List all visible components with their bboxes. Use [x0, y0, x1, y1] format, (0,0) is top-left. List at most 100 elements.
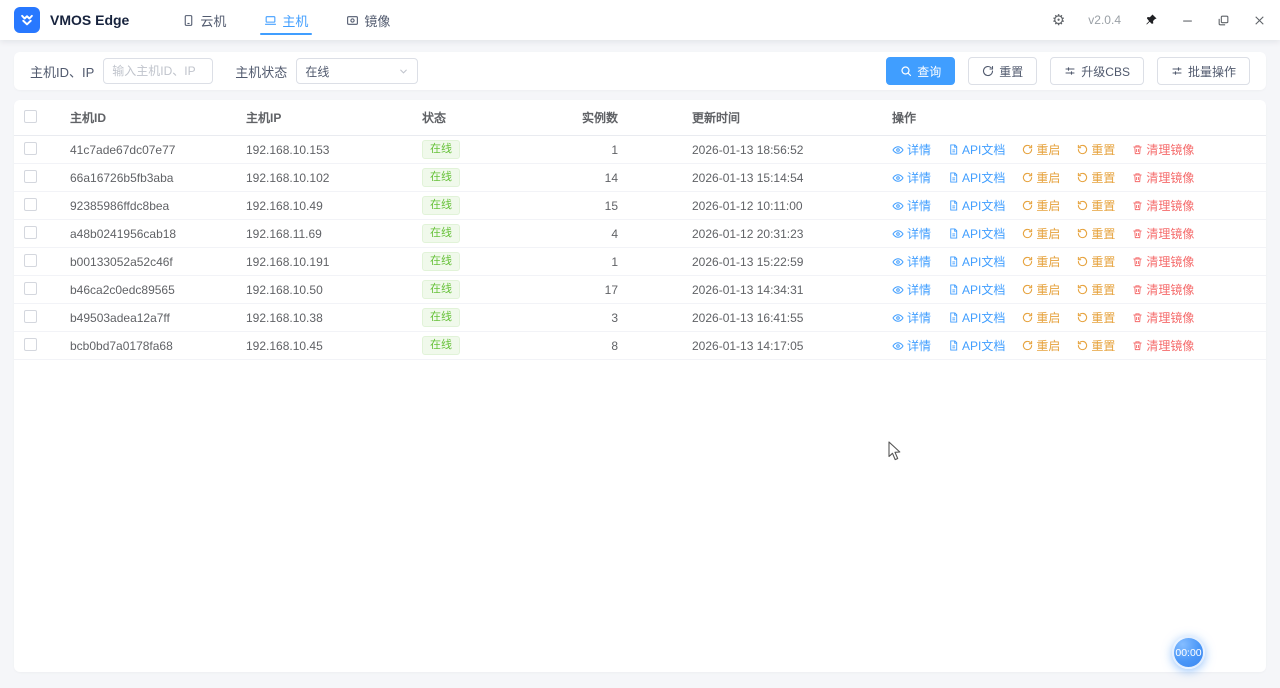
detail-link[interactable]: 详情 — [892, 281, 931, 298]
pin-icon[interactable] — [1144, 13, 1158, 27]
restart-icon — [1022, 312, 1033, 323]
host-icon — [264, 14, 277, 27]
restart-link[interactable]: 重启 — [1022, 281, 1060, 298]
updated-time-cell: 2026-01-13 15:22:59 — [692, 254, 804, 269]
reset-icon — [1077, 284, 1088, 295]
row-checkbox[interactable] — [24, 197, 37, 211]
updated-time-cell: 2026-01-12 20:31:23 — [692, 226, 804, 241]
row-checkbox[interactable] — [24, 141, 37, 155]
reset-link[interactable]: 重置 — [1077, 197, 1115, 214]
restart-icon — [1022, 256, 1033, 267]
status-badge: 在线 — [422, 223, 460, 244]
trash-icon — [1132, 284, 1143, 295]
updated-time-cell: 2026-01-13 18:56:52 — [692, 142, 804, 157]
detail-link[interactable]: 详情 — [892, 169, 931, 186]
instance-count-cell: 17 — [604, 282, 618, 297]
clean-image-link[interactable]: 清理镜像 — [1132, 169, 1194, 186]
restart-link[interactable]: 重启 — [1022, 253, 1060, 270]
status-badge: 在线 — [422, 167, 460, 188]
tab-host[interactable]: 主机 — [258, 0, 314, 40]
restart-link[interactable]: 重启 — [1022, 141, 1060, 158]
row-checkbox[interactable] — [24, 281, 37, 295]
row-checkbox[interactable] — [24, 337, 37, 351]
col-actions: 操作 — [892, 111, 917, 125]
host-ip-cell: 192.168.10.191 — [246, 254, 330, 269]
restart-link[interactable]: 重启 — [1022, 169, 1060, 186]
detail-link[interactable]: 详情 — [892, 309, 931, 326]
instance-count-cell: 3 — [611, 310, 618, 325]
col-instances: 实例数 — [581, 111, 618, 125]
reset-icon — [1077, 312, 1088, 323]
search-button[interactable]: 查询 — [886, 57, 956, 85]
document-icon — [948, 340, 959, 351]
reset-link[interactable]: 重置 — [1077, 169, 1115, 186]
reset-link[interactable]: 重置 — [1077, 225, 1115, 242]
status-badge: 在线 — [422, 251, 460, 272]
reset-link[interactable]: 重置 — [1077, 309, 1115, 326]
trash-icon — [1132, 228, 1143, 239]
tab-cloud-machine[interactable]: 云机 — [176, 0, 232, 40]
row-checkbox[interactable] — [24, 169, 37, 183]
api-doc-link[interactable]: API文档 — [948, 309, 1005, 326]
restart-link[interactable]: 重启 — [1022, 225, 1060, 242]
tab-image[interactable]: 镜像 — [340, 0, 396, 40]
host-id-cell: a48b0241956cab18 — [70, 226, 177, 241]
screen-time-bubble[interactable]: 00:00 — [1172, 636, 1205, 669]
detail-link[interactable]: 详情 — [892, 225, 931, 242]
api-doc-link[interactable]: API文档 — [948, 253, 1005, 270]
row-checkbox[interactable] — [24, 309, 37, 323]
detail-link[interactable]: 详情 — [892, 337, 931, 354]
minimize-icon[interactable] — [1181, 14, 1194, 27]
host-id-cell: 92385986ffdc8bea — [70, 198, 170, 213]
eye-icon — [892, 144, 904, 156]
clean-image-link[interactable]: 清理镜像 — [1132, 197, 1194, 214]
detail-link[interactable]: 详情 — [892, 253, 931, 270]
api-doc-link[interactable]: API文档 — [948, 337, 1005, 354]
reset-link[interactable]: 重置 — [1077, 253, 1115, 270]
clean-image-link[interactable]: 清理镜像 — [1132, 309, 1194, 326]
eye-icon — [892, 340, 904, 352]
api-doc-link[interactable]: API文档 — [948, 169, 1005, 186]
restart-link[interactable]: 重启 — [1022, 309, 1060, 326]
reset-link[interactable]: 重置 — [1077, 281, 1115, 298]
host-ip-cell: 192.168.10.49 — [246, 198, 323, 213]
restart-icon — [1022, 172, 1033, 183]
upgrade-cbs-button[interactable]: 升级CBS — [1050, 57, 1144, 85]
row-checkbox[interactable] — [24, 253, 37, 267]
reset-link[interactable]: 重置 — [1077, 337, 1115, 354]
refresh-icon — [982, 65, 994, 77]
document-icon — [948, 228, 959, 239]
settings-gear-icon[interactable]: ⚙ — [1051, 11, 1066, 29]
reset-link[interactable]: 重置 — [1077, 141, 1115, 158]
host-status-select[interactable]: 在线 — [296, 58, 419, 84]
api-doc-link[interactable]: API文档 — [948, 141, 1005, 158]
clean-image-link[interactable]: 清理镜像 — [1132, 141, 1194, 158]
close-icon[interactable] — [1253, 14, 1266, 27]
eye-icon — [892, 284, 904, 296]
maximize-icon[interactable] — [1217, 14, 1230, 27]
restart-icon — [1022, 144, 1033, 155]
select-all-checkbox[interactable] — [24, 109, 37, 123]
api-doc-link[interactable]: API文档 — [948, 197, 1005, 214]
search-icon — [900, 65, 912, 77]
restart-link[interactable]: 重启 — [1022, 337, 1060, 354]
clean-image-link[interactable]: 清理镜像 — [1132, 281, 1194, 298]
clean-image-link[interactable]: 清理镜像 — [1132, 337, 1194, 354]
clean-image-link[interactable]: 清理镜像 — [1132, 225, 1194, 242]
status-badge: 在线 — [422, 307, 460, 328]
reset-icon — [1077, 340, 1088, 351]
reset-icon — [1077, 228, 1088, 239]
tab-label: 主机 — [282, 13, 309, 29]
api-doc-link[interactable]: API文档 — [948, 225, 1005, 242]
api-doc-link[interactable]: API文档 — [948, 281, 1005, 298]
detail-link[interactable]: 详情 — [892, 197, 931, 214]
clean-image-link[interactable]: 清理镜像 — [1132, 253, 1194, 270]
batch-operation-button[interactable]: 批量操作 — [1156, 57, 1250, 85]
host-id-input[interactable] — [103, 58, 214, 84]
row-checkbox[interactable] — [24, 225, 37, 239]
reset-button[interactable]: 重置 — [968, 57, 1038, 85]
status-badge: 在线 — [422, 335, 460, 356]
title-bar: VMOS Edge 云机 主机 镜像 — [0, 0, 1280, 40]
detail-link[interactable]: 详情 — [892, 141, 931, 158]
restart-link[interactable]: 重启 — [1022, 197, 1060, 214]
